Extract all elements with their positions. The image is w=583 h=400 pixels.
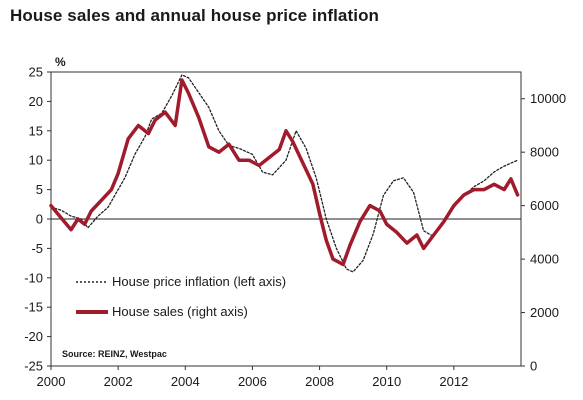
y-left-tick-label: 10: [29, 153, 43, 168]
y-left-tick-label: -25: [24, 359, 43, 374]
plot-frame: [50, 71, 522, 367]
x-tick-label: 2010: [372, 374, 401, 389]
y-left-tick-label: 20: [29, 94, 43, 109]
y-right-tick-label: 0: [530, 359, 537, 374]
legend: House price inflation (left axis) House …: [76, 274, 286, 319]
series-line-house-sales: [49, 78, 520, 267]
y-left-tick-label: 15: [29, 123, 43, 138]
x-tick-label: 2000: [37, 374, 66, 389]
series-line-price-inflation: [50, 74, 519, 273]
legend-label-house-sales: House sales (right axis): [112, 304, 248, 319]
x-tick-label: 2008: [305, 374, 334, 389]
legend-label-price-inflation: House price inflation (left axis): [112, 274, 286, 289]
series-layer: [49, 74, 520, 273]
y-right-tick-label: 10000: [530, 91, 566, 106]
axis-ticks: 2000 2002 2004 2006 2008 2010 2012 25 20 15 10 5 0 -5…: [24, 65, 566, 390]
y-left-tick-label: -5: [31, 241, 43, 256]
left-axis-unit: %: [55, 55, 66, 69]
y-left-tick-label: 25: [29, 65, 43, 80]
y-right-tick-label: 2000: [530, 305, 559, 320]
y-left-tick-label: 5: [36, 182, 43, 197]
x-tick-label: 2004: [171, 374, 200, 389]
y-left-tick-label: -15: [24, 300, 43, 315]
x-tick-label: 2002: [104, 374, 133, 389]
x-tick-label: 2006: [238, 374, 267, 389]
y-left-tick-label: -10: [24, 270, 43, 285]
y-left-tick-label: 0: [36, 212, 43, 227]
y-left-tick-label: -20: [24, 329, 43, 344]
y-right-tick-label: 6000: [530, 198, 559, 213]
y-right-tick-label: 8000: [530, 145, 559, 160]
source-note: Source: REINZ, Westpac: [62, 349, 167, 359]
y-right-tick-label: 4000: [530, 252, 559, 267]
x-tick-label: 2012: [439, 374, 468, 389]
chart-title: House sales and annual house price infla…: [10, 6, 380, 25]
